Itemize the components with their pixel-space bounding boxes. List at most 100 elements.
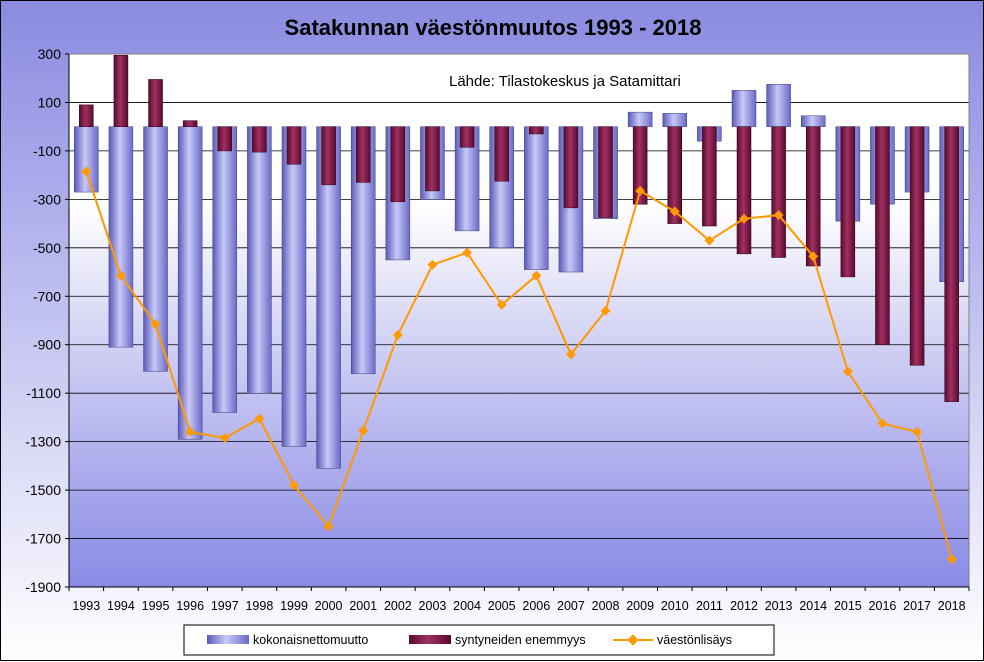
x-tick-label: 1998 xyxy=(245,599,273,613)
bar-syntyneiden-enemmyys xyxy=(840,126,856,278)
x-tick-label: 2017 xyxy=(903,599,931,613)
legend-label-syntyneiden-enemmyys: syntyneiden enemmyys xyxy=(455,633,586,647)
x-tick-label: 2016 xyxy=(869,599,897,613)
bar-syntyneiden-enemmyys xyxy=(875,126,890,345)
marker-vaestonlisays xyxy=(392,330,403,340)
x-tick-label: 2010 xyxy=(661,599,689,613)
y-axis-ticks: 300 100 -100 -300 -500 -700 -900 -1100 -1300 -150… xyxy=(25,46,69,595)
line-vaestonlisays xyxy=(85,171,953,560)
bar-syntyneiden-enemmyys xyxy=(286,126,302,165)
marker-vaestonlisays xyxy=(808,251,819,262)
x-tick-label: 2018 xyxy=(938,599,966,613)
bar-kokonaisnettomuutto xyxy=(627,111,653,127)
marker-vaestonlisays xyxy=(600,305,611,316)
marker-vaestonlisays xyxy=(704,235,715,246)
marker-vaestonlisays xyxy=(842,366,853,377)
marker-vaestonlisays xyxy=(773,210,784,221)
bar-syntyneiden-enemmyys xyxy=(598,126,613,218)
x-tick-label: 2011 xyxy=(696,599,723,613)
bar-kokonaisnettomuutto xyxy=(731,90,757,127)
x-tick-label: 2001 xyxy=(349,599,377,613)
x-tick-label: 2014 xyxy=(799,599,827,613)
bar-syntyneiden-enemmyys xyxy=(217,126,233,152)
bar-syntyneiden-enemmyys xyxy=(667,126,683,224)
bar-syntyneiden-enemmyys xyxy=(148,79,163,127)
bar-kokonaisnettomuutto xyxy=(247,126,272,394)
plot-area xyxy=(69,54,969,587)
x-tick-label: 2002 xyxy=(384,599,412,613)
marker-vaestonlisays xyxy=(912,426,923,437)
x-tick-label: 1995 xyxy=(142,599,170,613)
source-annotation: Lähde: Tilastokeskus ja Satamittari xyxy=(449,73,681,90)
bar-syntyneiden-enemmyys xyxy=(563,126,579,209)
bar-kokonaisnettomuutto xyxy=(524,126,549,270)
marker-vaestonlisays xyxy=(946,554,957,565)
bar-syntyneiden-enemmyys xyxy=(494,126,509,182)
bar-syntyneiden-enemmyys xyxy=(529,126,544,135)
bar-kokonaisnettomuutto xyxy=(662,113,688,127)
marker-vaestonlisays xyxy=(289,480,299,491)
marker-vaestonlisays xyxy=(81,166,92,177)
marker-vaestonlisays xyxy=(358,425,369,436)
legend-label-kokonaisnettomuutto: kokonaisnettomuutto xyxy=(253,633,368,647)
x-tick-label: 1996 xyxy=(176,599,204,613)
y-tick-label: -1500 xyxy=(25,482,61,498)
marker-vaestonlisays xyxy=(877,418,888,429)
legend: kokonaisnettomuutto syntyneiden enemmyys… xyxy=(183,624,775,656)
x-tick-label: 2006 xyxy=(522,599,550,613)
y-tick-label: -1100 xyxy=(26,385,61,401)
x-tick-label: 2000 xyxy=(315,599,343,613)
y-tick-label: -100 xyxy=(33,143,61,159)
marker-vaestonlisays xyxy=(531,270,542,281)
bar-syntyneiden-enemmyys xyxy=(702,126,717,227)
marker-vaestonlisays xyxy=(219,433,230,443)
bar-kokonaisnettomuutto xyxy=(143,126,168,372)
bar-syntyneiden-enemmyys xyxy=(459,126,475,148)
marker-vaestonlisays xyxy=(427,259,438,270)
legend-swatch-vaestonlisays-marker xyxy=(627,634,639,646)
bar-syntyneiden-enemmyys xyxy=(182,120,198,127)
bar-syntyneiden-enemmyys xyxy=(79,104,94,127)
bar-kokonaisnettomuutto xyxy=(108,126,134,348)
legend-swatch-syntyneiden-enemmyys xyxy=(409,635,451,644)
x-tick-label: 2005 xyxy=(488,599,516,613)
bar-kokonaisnettomuutto xyxy=(766,84,791,127)
marker-vaestonlisays xyxy=(496,299,507,310)
bar-syntyneiden-enemmyys xyxy=(425,126,440,192)
x-axis-ticks: 1993 1994 1995 1996 1997 1998 1999 2000 2001 2002… xyxy=(68,587,970,613)
marker-vaestonlisays xyxy=(150,319,161,330)
y-tick-label: -700 xyxy=(33,288,61,304)
y-tick-label: 100 xyxy=(38,94,62,110)
bar-syntyneiden-enemmyys xyxy=(771,126,786,258)
y-tick-label: -900 xyxy=(33,337,61,353)
bar-syntyneiden-enemmyys xyxy=(321,126,336,186)
bar-syntyneiden-enemmyys xyxy=(736,126,752,255)
y-tick-label: -1300 xyxy=(25,434,61,450)
x-tick-label: 2015 xyxy=(834,599,862,613)
bars xyxy=(74,54,964,469)
x-tick-label: 2009 xyxy=(626,599,654,613)
x-tick-label: 1997 xyxy=(211,599,239,613)
y-tick-label: -300 xyxy=(33,191,61,207)
bar-syntyneiden-enemmyys xyxy=(632,126,648,205)
bar-syntyneiden-enemmyys xyxy=(390,126,406,203)
x-tick-label: 2013 xyxy=(765,599,793,613)
legend-box xyxy=(183,624,775,656)
bar-kokonaisnettomuutto xyxy=(74,126,99,193)
bar-kokonaisnettomuutto xyxy=(212,126,238,413)
chart-title: Satakunnan väestönmuutos 1993 - 2018 xyxy=(285,15,702,40)
x-tick-label: 2012 xyxy=(730,599,758,613)
marker-vaestonlisays xyxy=(185,426,196,437)
marker-vaestonlisays xyxy=(635,185,646,196)
x-tick-label: 1994 xyxy=(107,599,135,613)
marker-vaestonlisays xyxy=(323,521,334,532)
x-tick-label: 2003 xyxy=(419,599,447,613)
x-tick-label: 2008 xyxy=(592,599,620,613)
marker-vaestonlisays xyxy=(462,247,473,258)
y-tick-label: -500 xyxy=(33,240,61,256)
bar-kokonaisnettomuutto xyxy=(177,126,203,440)
bar-syntyneiden-enemmyys xyxy=(252,126,267,153)
bar-syntyneiden-enemmyys xyxy=(944,126,959,402)
